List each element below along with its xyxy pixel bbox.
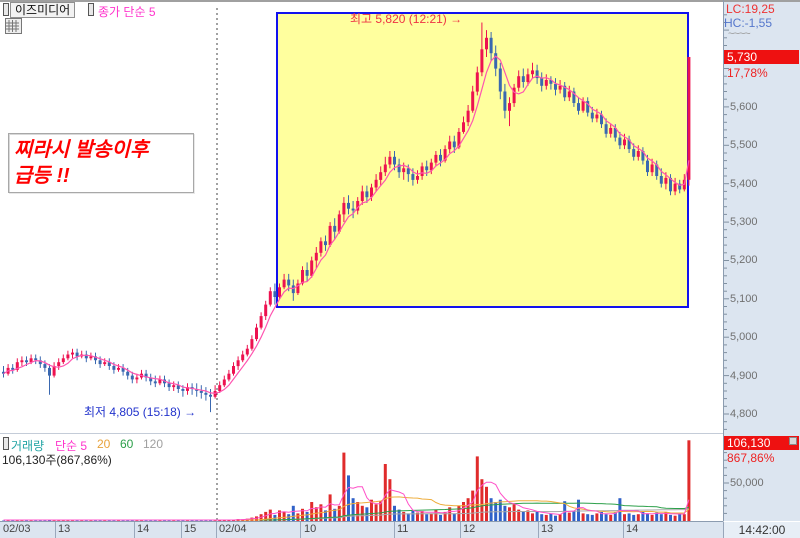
volume-tick-label: 50,000 [730,477,764,489]
volume-ma-lines [3,481,690,521]
legend-toggle-icon[interactable] [3,437,9,450]
callout-annotation-box[interactable]: 찌라시 발송이후 급등 !! [8,133,194,193]
change-percent: 17,78% [727,66,768,80]
price-ma-legend: 종가 단순 5 [98,5,156,19]
time-label: 13 [58,523,71,535]
highlight-box [276,12,689,308]
time-label: 14 [137,523,150,535]
price-tick-label: 5,300 [730,216,758,228]
price-tick-label: 4,900 [730,370,758,382]
volume-legend-title: 거래량 [11,439,45,453]
time-label: 12 [463,523,476,535]
price-axis-strip [723,0,800,521]
time-label: 15 [184,523,197,535]
time-axis-strip [0,521,800,538]
volume-ma5-legend: 단순 5 [55,439,88,453]
current-volume-badge: 106,130 [724,436,799,450]
time-label: 13 [541,523,554,535]
price-tick-label: 4,800 [730,408,758,420]
current-time-box: 14:42:00 [723,521,800,538]
hc-readout: HC:-1,55 [724,16,773,30]
volume-summary: 106,130주(867,86%) [2,453,112,467]
time-label: 02/04 [219,523,247,535]
low-marker-label: 최저 4,805 (15:18) → [84,405,197,419]
price-tick-label: 5,200 [730,254,758,266]
current-price-badge: 5,730 [724,50,799,64]
price-tick-label: 5,600 [730,101,758,113]
price-tick-label: 5,000 [730,331,758,343]
volume-box-expand-icon[interactable] [789,437,797,445]
volume-ma20-legend: 20 [97,437,111,451]
stock-name-box[interactable]: 이즈미디어 [10,2,76,18]
squiggle-decoration: ~~~~ [728,28,751,40]
time-label: 11 [397,523,409,535]
volume-ma120-legend: 120 [143,437,164,451]
callout-line1: 찌라시 발송이후 [14,139,149,161]
candlesticks [2,22,691,413]
legend-toggle-icon[interactable] [3,3,9,16]
time-label: 02/03 [3,523,31,535]
time-label: 10 [304,523,317,535]
time-label: 14 [626,523,639,535]
price-tick-label: 5,100 [730,293,758,305]
volume-ma60-legend: 60 [120,437,134,451]
high-marker-label: 최고 5,820 (12:21) → [350,12,463,26]
price-tick-label: 5,500 [730,139,758,151]
price-ma-line [3,55,690,394]
volume-percent: 867,86% [727,451,775,465]
price-tick-label: 5,400 [730,178,758,190]
callout-line2: 급등 !! [14,165,70,187]
grid-icon[interactable] [5,18,22,34]
legend-toggle-icon[interactable] [88,3,94,16]
lc-readout: LC:19,25 [726,2,775,16]
